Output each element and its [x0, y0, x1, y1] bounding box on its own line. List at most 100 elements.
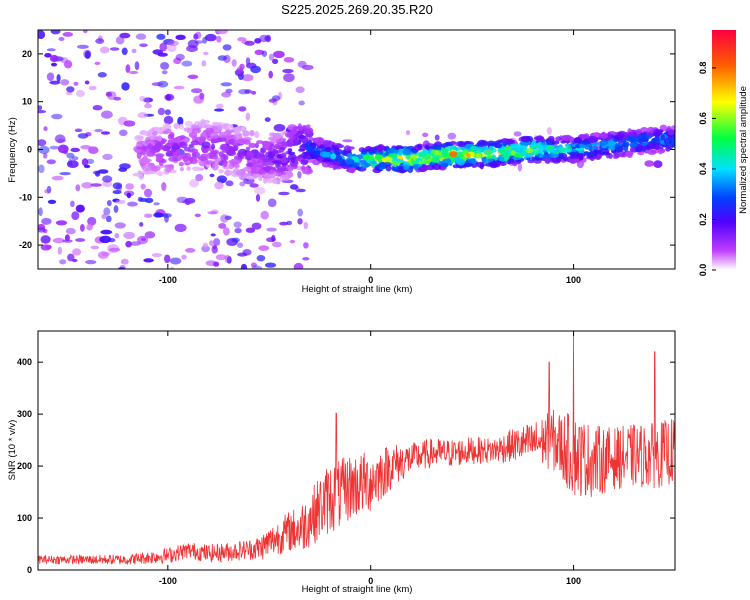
noise-blob: [157, 52, 168, 57]
noise-blob: [70, 200, 75, 207]
noise-blob: [251, 222, 262, 230]
ridge-blob: [503, 152, 511, 159]
noise-blob: [251, 90, 257, 95]
noise-blob: [169, 257, 182, 265]
ridge-blob: [237, 133, 243, 140]
ridge-blob: [343, 145, 351, 152]
ridge-blob: [487, 155, 493, 159]
ridge-blob: [224, 170, 234, 176]
x-tick-label: -100: [159, 576, 177, 586]
noise-blob: [107, 244, 119, 254]
ridge-blob: [432, 144, 442, 150]
noise-blob: [272, 58, 279, 64]
ridge-blob: [190, 140, 200, 146]
snr-background: [38, 331, 675, 570]
ridge-blob: [317, 156, 324, 161]
noise-blob: [102, 153, 113, 160]
ridge-blob: [268, 136, 278, 142]
noise-blob: [201, 245, 210, 253]
noise-blob: [422, 132, 429, 137]
noise-blob: [140, 183, 146, 190]
ridge-blob: [302, 154, 307, 160]
ridge-blob: [616, 146, 621, 154]
noise-blob: [245, 112, 251, 121]
y-tick-label: 200: [17, 461, 32, 471]
ridge-blob: [393, 149, 399, 154]
ridge-blob: [599, 132, 609, 139]
ridge-blob: [422, 155, 431, 160]
ridge-blob: [388, 152, 398, 159]
spectrogram-marks: [38, 30, 675, 269]
noise-blob: [94, 128, 103, 133]
noise-blob: [75, 238, 86, 242]
ridge-blob: [208, 152, 217, 159]
ridge-blob: [341, 164, 350, 170]
ridge-blob: [653, 138, 659, 142]
noise-blob: [114, 233, 120, 239]
noise-blob: [90, 245, 100, 250]
noise-blob: [283, 73, 295, 82]
noise-blob: [272, 241, 282, 248]
ridge-blob: [248, 143, 257, 148]
noise-blob: [144, 213, 153, 218]
ridge-blob: [235, 138, 246, 144]
ridge-blob: [434, 150, 440, 156]
ridge-blob: [494, 142, 503, 149]
ridge-blob: [417, 166, 428, 172]
noise-blob: [46, 159, 56, 165]
noise-blob: [114, 222, 126, 229]
ridge-blob: [141, 132, 149, 136]
ridge-blob: [300, 159, 309, 166]
ridge-blob: [599, 140, 608, 146]
noise-blob: [51, 175, 64, 181]
ridge-blob: [348, 167, 356, 173]
noise-blob: [222, 44, 232, 51]
ridge-blob: [141, 169, 152, 175]
noise-blob: [137, 235, 148, 245]
noise-blob: [289, 184, 299, 190]
ridge-blob: [483, 150, 493, 156]
noise-blob: [97, 251, 109, 259]
ridge-blob: [184, 120, 193, 127]
noise-blob: [166, 44, 177, 52]
ridge-blob: [533, 136, 544, 141]
ridge-blob: [324, 151, 331, 158]
noise-blob: [303, 221, 308, 230]
noise-blob: [181, 60, 193, 67]
ridge-blob: [298, 134, 306, 139]
ridge-blob: [364, 146, 373, 152]
noise-blob: [60, 79, 70, 86]
ridge-blob: [442, 148, 449, 154]
y-tick-label: 0: [27, 145, 32, 155]
ridge-blob: [251, 149, 259, 155]
noise-blob: [175, 53, 185, 61]
noise-blob: [108, 238, 116, 243]
ridge-blob: [257, 164, 264, 169]
noise-blob: [38, 139, 47, 147]
noise-blob: [83, 30, 88, 34]
ridge-blob: [287, 153, 297, 161]
ridge-blob: [467, 158, 476, 164]
ridge-blob: [430, 157, 438, 163]
noise-blob: [245, 227, 255, 233]
noise-blob: [120, 258, 129, 265]
ridge-blob: [330, 153, 337, 160]
noise-blob: [86, 158, 95, 164]
ridge-blob: [647, 149, 657, 155]
ridge-blob: [422, 149, 429, 154]
ridge-blob: [191, 148, 199, 154]
noise-blob: [125, 64, 131, 73]
noise-blob: [273, 50, 285, 59]
ridge-blob: [475, 152, 482, 159]
noise-blob: [181, 254, 187, 260]
noise-blob: [406, 130, 410, 136]
noise-blob: [177, 116, 184, 126]
noise-blob: [224, 254, 231, 263]
snr-marks: [38, 333, 675, 566]
ridge-blob: [228, 164, 234, 170]
noise-blob: [220, 214, 229, 223]
ridge-blob: [370, 160, 377, 165]
noise-blob: [47, 199, 57, 204]
ridge-blob: [274, 143, 279, 150]
noise-blob: [139, 43, 148, 47]
